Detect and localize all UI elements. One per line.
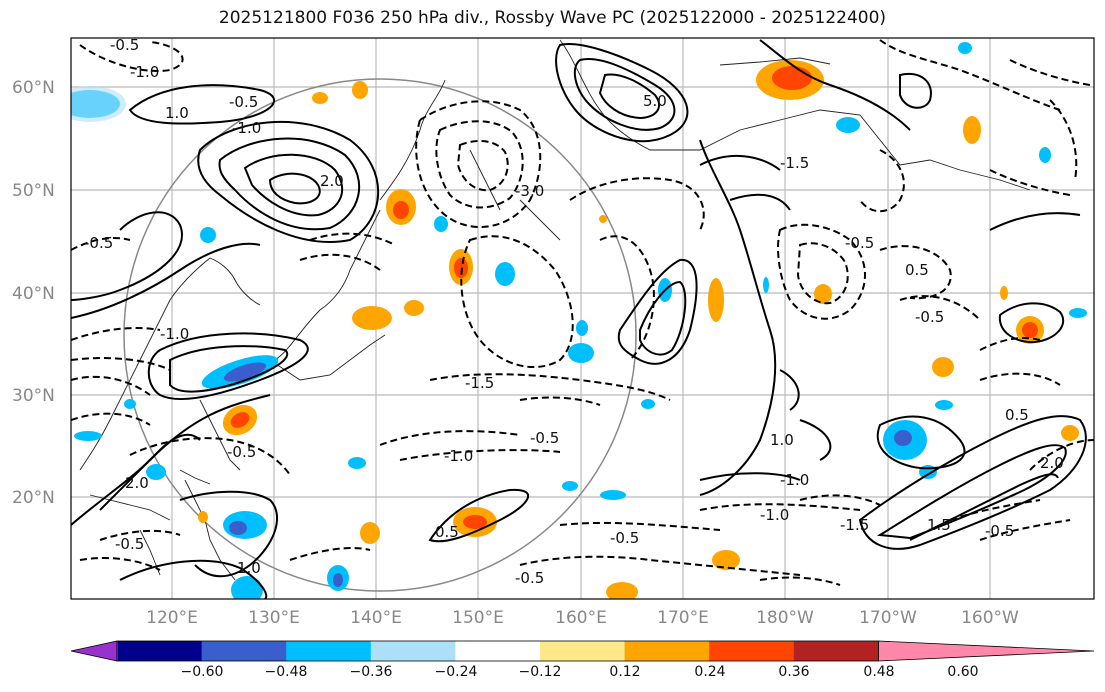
colorbar-segment: [624, 641, 710, 661]
colorbar-segment: [117, 641, 118, 661]
lon-label: 130°E: [248, 608, 300, 628]
contour-label: 2.0: [320, 172, 344, 190]
contour-label: 0.5: [1005, 406, 1029, 424]
contour-label: -1.0: [160, 325, 189, 343]
contour-label: -1.0: [760, 506, 789, 524]
colorbar-segment: [370, 641, 456, 661]
contour-label: 1.0: [770, 431, 794, 449]
colorbar-outline: [116, 640, 879, 662]
contour-label: 2.0: [1040, 454, 1064, 472]
shaded-divergence: [71, 42, 1087, 599]
region-circle: [123, 78, 637, 592]
contour-label: -1.0: [130, 63, 159, 81]
contour-label: -0.5: [227, 443, 256, 461]
lon-label: 160°W: [961, 608, 1019, 628]
colorbar-extend-low: [70, 640, 118, 662]
contour-label: -1.5: [840, 516, 869, 534]
lon-label: 140°E: [350, 608, 402, 628]
contour-label: -0.5: [84, 234, 113, 252]
contour-label: 1.5: [927, 516, 951, 534]
contour-label: -0.5: [985, 522, 1014, 540]
lat-label: 50°N: [12, 181, 55, 201]
map-frame: [70, 37, 1095, 600]
contour-label: 0.5: [435, 523, 459, 541]
colorbar: −0.60 −0.48 −0.36 −0.24 −0.12 0.12 0.24 …: [70, 640, 1095, 680]
contour-label: 5.0: [643, 92, 667, 110]
colorbar-segment: [286, 641, 372, 661]
contour-label: 0.5: [905, 261, 929, 279]
longitude-labels: 120°E 130°E 140°E 150°E 160°E 170°E 180°…: [146, 608, 1019, 628]
lon-label: 120°E: [146, 608, 198, 628]
contour-label: -1.5: [780, 154, 809, 172]
contour-label: -0.5: [610, 529, 639, 547]
contour-label: -0.5: [229, 93, 258, 111]
contour-label: 1.0: [165, 104, 189, 122]
contour-label: -0.5: [110, 36, 139, 54]
contour-label: -3.0: [515, 182, 544, 200]
colorbar-tick-label: −0.12: [519, 664, 562, 680]
latitude-labels: 60°N 50°N 40°N 30°N 20°N: [12, 78, 55, 508]
colorbar-tick-label: −0.60: [181, 664, 224, 680]
lat-label: 40°N: [12, 284, 55, 304]
contour-label: 2.0: [125, 474, 149, 492]
lon-label: 170°E: [657, 608, 709, 628]
map-area: [71, 38, 1094, 599]
negative-contours: [71, 39, 1094, 586]
colorbar-segment: [793, 641, 879, 661]
contour-label: -1.0: [780, 471, 809, 489]
contour-label: -1.0: [444, 447, 473, 465]
colorbar-tick-label: −0.48: [265, 664, 308, 680]
colorbar-tick-label: −0.24: [435, 664, 478, 680]
contour-label: -0.5: [530, 429, 559, 447]
colorbar-segments: [70, 640, 1095, 662]
colorbar-ticks: −0.60 −0.48 −0.36 −0.24 −0.12 0.12 0.24 …: [181, 664, 979, 680]
map-title: 2025121800 F036 250 hPa div., Rossby Wav…: [218, 8, 887, 28]
lon-label: 150°E: [452, 608, 504, 628]
positive-contours: [71, 39, 1087, 599]
contour-label: -1.5: [465, 374, 494, 392]
colorbar-segment: [455, 641, 541, 661]
colorbar-segment: [709, 641, 795, 661]
colorbar-segment: [201, 641, 287, 661]
contour-label: -0.5: [915, 308, 944, 326]
graticule: [71, 38, 1094, 599]
colorbar-segment: [117, 641, 203, 661]
contour-label: -0.5: [115, 535, 144, 553]
lat-label: 30°N: [12, 386, 55, 406]
colorbar-tick-label: 0.36: [778, 664, 809, 680]
lon-label: 180°W: [756, 608, 814, 628]
lat-label: 60°N: [12, 78, 55, 98]
contour-label: 1.0: [237, 559, 261, 577]
colorbar-extend-high: [878, 640, 1095, 662]
colorbar-tick-label: 0.60: [947, 664, 978, 680]
contour-label: -1.0: [232, 119, 261, 137]
colorbar-tick-label: 0.12: [609, 664, 640, 680]
lon-label: 170°W: [859, 608, 917, 628]
colorbar-tick-label: 0.24: [694, 664, 725, 680]
lat-label: 20°N: [12, 488, 55, 508]
contour-label: -0.5: [845, 234, 874, 252]
lon-label: 160°E: [555, 608, 607, 628]
colorbar-tick-label: −0.36: [350, 664, 393, 680]
colorbar-tick-label: 0.48: [863, 664, 894, 680]
contour-label: -0.5: [515, 569, 544, 587]
contour-labels: -0.5 -1.0 -0.5 1.0 2.0 -3.0 5.0 -0.5 -1.…: [84, 36, 1064, 587]
colorbar-segment: [540, 641, 626, 661]
